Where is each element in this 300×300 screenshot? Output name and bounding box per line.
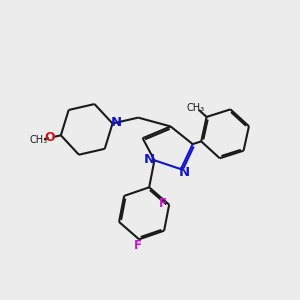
Text: F: F	[134, 239, 142, 252]
Text: CH₃: CH₃	[29, 135, 47, 145]
Text: N: N	[178, 166, 189, 178]
Text: N: N	[144, 153, 155, 166]
Text: F: F	[159, 197, 167, 210]
Text: O: O	[44, 131, 55, 144]
Text: N: N	[111, 116, 122, 129]
Text: CH₃: CH₃	[187, 103, 205, 113]
